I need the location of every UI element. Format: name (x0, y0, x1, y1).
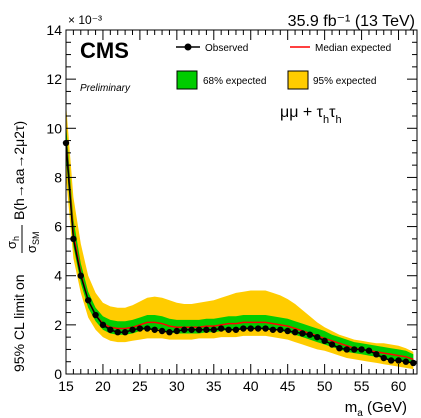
observed-point (365, 347, 373, 354)
observed-point (136, 325, 144, 332)
legend-observed-label: Observed (205, 43, 248, 54)
y-tick-label: 10 (46, 120, 62, 136)
y-tick-label: 0 (54, 366, 62, 382)
observed-point (158, 327, 166, 335)
observed-point (350, 346, 358, 353)
preliminary-label: Preliminary (80, 83, 131, 94)
observed-point (410, 359, 417, 367)
observed-point (188, 326, 195, 333)
x-tick-label: 50 (317, 378, 333, 394)
observed-point (247, 325, 254, 332)
observed-point (121, 329, 129, 336)
observed-point (328, 341, 336, 348)
observed-point (210, 326, 217, 333)
y-tick-label: 14 (46, 22, 62, 38)
observed-point (306, 331, 314, 338)
observed-point (277, 326, 284, 333)
observed-markers (62, 139, 417, 367)
observed-point (144, 325, 151, 332)
channel-label: μμ + τhτh (280, 104, 342, 126)
observed-point (336, 345, 343, 352)
observed-point (217, 325, 225, 332)
observed-point (240, 325, 247, 332)
x-tick-label: 30 (169, 378, 185, 394)
svg-text:h: h (11, 236, 21, 241)
x-tick-label: 35 (206, 378, 222, 394)
observed-point (195, 326, 203, 333)
observed-point (203, 326, 210, 333)
x-tick-label: 40 (243, 378, 259, 394)
y-tick-label: 12 (46, 71, 62, 87)
legend-95-swatch (287, 70, 309, 90)
observed-point (262, 325, 269, 332)
x-axis-title: ma (GeV) (345, 399, 407, 418)
x-tick-label: 45 (280, 378, 296, 394)
observed-point (373, 351, 380, 358)
legend-observed-marker (184, 43, 192, 51)
observed-point (129, 326, 136, 333)
x-tick-label: 25 (132, 378, 148, 394)
observed-point (70, 235, 77, 243)
svg-text:95% CL limit on: 95% CL limit on (11, 274, 27, 372)
plot-axes: 15 20 25 30 35 40 45 50 55 60 0 2 4 6 8 10 12 14 (46, 22, 418, 394)
observed-point (402, 358, 410, 365)
y-axis-title: 95% CL limit on σ h σ SM B(h→aa→2μ2τ) (4, 121, 41, 372)
observed-point (173, 327, 181, 335)
observed-point (395, 357, 402, 364)
legend-68-label: 68% expected (203, 76, 266, 87)
y-tick-label: 4 (54, 268, 62, 284)
observed-point (321, 337, 328, 345)
y-tick-label: 8 (54, 169, 62, 185)
observed-point (166, 329, 173, 336)
x-tick-label: 60 (391, 378, 407, 394)
observed-point (151, 326, 158, 333)
luminosity-label: 35.9 fb⁻¹ (13 TeV) (288, 13, 415, 30)
observed-point (299, 330, 306, 337)
observed-point (343, 346, 350, 353)
legend-median-label: Median expected (315, 43, 391, 54)
y-tick-label: 6 (54, 219, 62, 235)
observed-point (254, 325, 262, 332)
legend: Observed Median expected 68% expected 95… (176, 43, 391, 90)
observed-point (291, 329, 299, 336)
observed-point (284, 327, 291, 335)
observed-point (380, 354, 387, 362)
observed-point (181, 326, 188, 333)
expected-bands (66, 103, 414, 370)
observed-point (269, 326, 277, 333)
exponent-label: × 10⁻³ (68, 13, 102, 27)
observed-point (77, 272, 84, 279)
svg-text:σ: σ (24, 245, 39, 253)
x-tick-label: 15 (58, 378, 74, 394)
observed-point (225, 326, 232, 333)
cms-label: CMS (80, 38, 129, 63)
observed-point (92, 311, 99, 319)
svg-text:SM: SM (31, 232, 41, 246)
y-tick-label: 2 (54, 317, 62, 333)
observed-point (84, 297, 92, 304)
band-95-expected (66, 103, 414, 370)
band-68-expected (66, 123, 414, 363)
legend-68-swatch (176, 70, 198, 90)
svg-text:B(h→aa→2μ2τ): B(h→aa→2μ2τ) (11, 121, 27, 220)
legend-95-label: 95% expected (313, 76, 376, 87)
x-tick-label: 20 (95, 378, 111, 394)
observed-point (387, 357, 395, 364)
observed-point (232, 326, 240, 333)
observed-point (314, 333, 321, 341)
svg-text:σ: σ (4, 241, 19, 249)
observed-point (99, 321, 107, 329)
observed-point (107, 326, 114, 333)
observed-point (114, 329, 121, 336)
observed-point (358, 346, 365, 353)
x-tick-label: 55 (354, 378, 370, 394)
